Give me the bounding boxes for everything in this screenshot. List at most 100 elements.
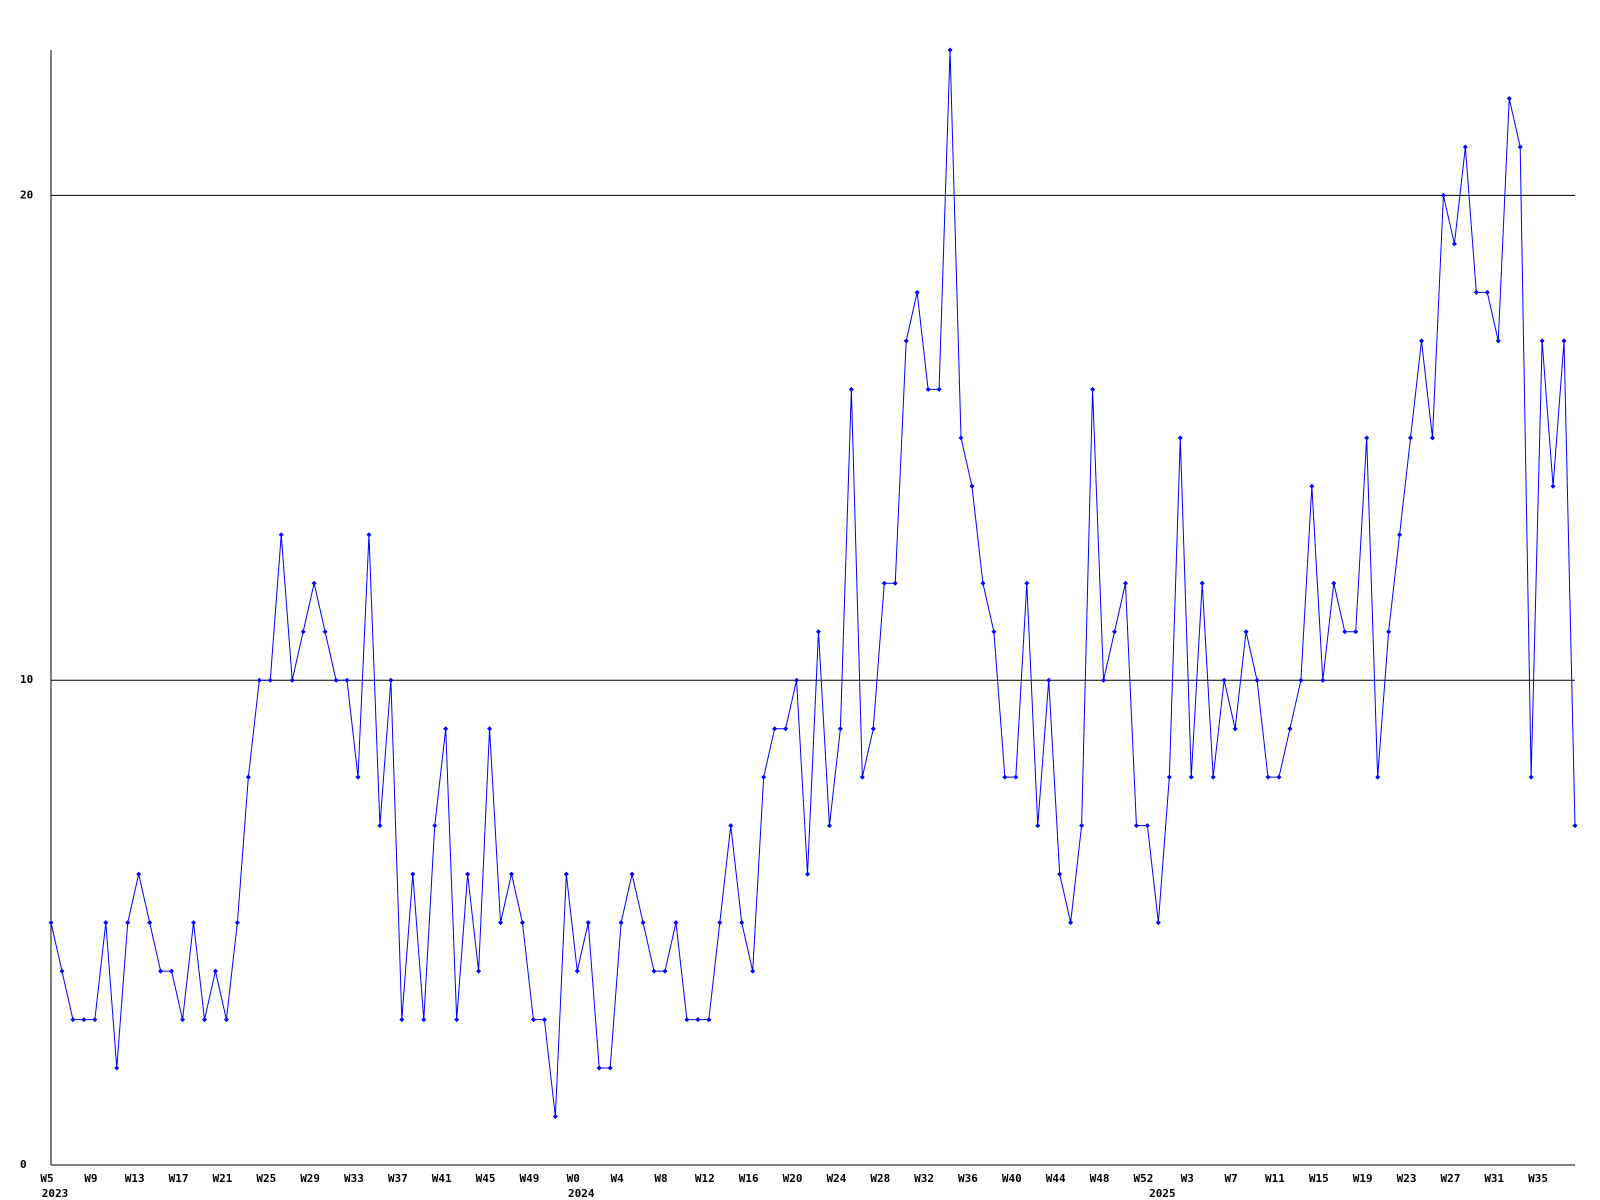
- data-point: [377, 823, 383, 829]
- data-point: [1265, 774, 1271, 780]
- data-point: [1199, 580, 1205, 586]
- data-point: [1254, 677, 1260, 683]
- data-point: [1166, 774, 1172, 780]
- x-tick-label: W13: [125, 1172, 145, 1185]
- x-tick-label: W36: [958, 1172, 978, 1185]
- data-point: [892, 580, 898, 586]
- data-point: [1057, 871, 1063, 877]
- data-point: [1155, 920, 1161, 926]
- x-tick-label: W49: [519, 1172, 539, 1185]
- data-point: [1397, 532, 1403, 538]
- x-tick-label: W7: [1224, 1172, 1237, 1185]
- data-point: [969, 483, 975, 489]
- data-point: [169, 968, 175, 974]
- data-point: [1122, 580, 1128, 586]
- data-point: [859, 774, 865, 780]
- x-tick-label: W11: [1265, 1172, 1285, 1185]
- data-point: [1539, 338, 1545, 344]
- data-point: [267, 677, 273, 683]
- x-tick-label: W16: [739, 1172, 759, 1185]
- x-tick-label: W5: [40, 1172, 53, 1185]
- data-point: [805, 871, 811, 877]
- data-point: [519, 920, 525, 926]
- data-point: [1210, 774, 1216, 780]
- data-point: [158, 968, 164, 974]
- data-point: [1243, 629, 1249, 635]
- x-tick-label: W25: [256, 1172, 276, 1185]
- data-point: [212, 968, 218, 974]
- data-point: [991, 629, 997, 635]
- data-point: [1550, 483, 1556, 489]
- data-point: [311, 580, 317, 586]
- data-point: [136, 871, 142, 877]
- data-point: [147, 920, 153, 926]
- data-point: [574, 968, 580, 974]
- data-point: [1298, 677, 1304, 683]
- data-point: [1484, 289, 1490, 295]
- data-point: [1177, 435, 1183, 441]
- data-point: [180, 1017, 186, 1023]
- x-tick-label: W20: [783, 1172, 803, 1185]
- data-point: [1133, 823, 1139, 829]
- x-tick-label: W12: [695, 1172, 715, 1185]
- data-point: [476, 968, 482, 974]
- data-point: [870, 726, 876, 732]
- data-point: [750, 968, 756, 974]
- data-point: [399, 1017, 405, 1023]
- data-point: [114, 1065, 120, 1071]
- data-point: [1090, 386, 1096, 392]
- year-label: 2023: [42, 1187, 69, 1200]
- data-point: [81, 1017, 87, 1023]
- data-point: [662, 968, 668, 974]
- data-point: [783, 726, 789, 732]
- data-point: [706, 1017, 712, 1023]
- data-point: [629, 871, 635, 877]
- data-point: [1517, 144, 1523, 150]
- x-tick-label: W27: [1440, 1172, 1460, 1185]
- data-point: [201, 1017, 207, 1023]
- data-point: [245, 774, 251, 780]
- y-tick-label: 0: [20, 1158, 27, 1171]
- data-point: [48, 920, 54, 926]
- data-point: [1101, 677, 1107, 683]
- x-tick-label: W24: [826, 1172, 846, 1185]
- data-point: [1386, 629, 1392, 635]
- x-tick-label: W32: [914, 1172, 934, 1185]
- data-point: [322, 629, 328, 635]
- data-point: [837, 726, 843, 732]
- data-point: [125, 920, 131, 926]
- data-point: [903, 338, 909, 344]
- data-point: [388, 677, 394, 683]
- x-tick-label: W21: [212, 1172, 232, 1185]
- x-tick-label: W33: [344, 1172, 364, 1185]
- data-point: [366, 532, 372, 538]
- data-point: [563, 871, 569, 877]
- data-point: [1364, 435, 1370, 441]
- data-point: [541, 1017, 547, 1023]
- data-point: [70, 1017, 76, 1023]
- data-point: [1473, 289, 1479, 295]
- x-tick-label: W41: [432, 1172, 452, 1185]
- data-point: [1408, 435, 1414, 441]
- data-point: [618, 920, 624, 926]
- x-tick-label: W29: [300, 1172, 320, 1185]
- data-point: [344, 677, 350, 683]
- data-point: [651, 968, 657, 974]
- data-point: [695, 1017, 701, 1023]
- data-point: [508, 871, 514, 877]
- x-tick-label: W19: [1353, 1172, 1373, 1185]
- data-point: [443, 726, 449, 732]
- x-tick-label: W0: [567, 1172, 580, 1185]
- data-point: [1462, 144, 1468, 150]
- data-point: [465, 871, 471, 877]
- data-point: [1506, 95, 1512, 101]
- data-point: [432, 823, 438, 829]
- x-tick-label: W3: [1181, 1172, 1194, 1185]
- data-point: [1002, 774, 1008, 780]
- data-point: [223, 1017, 229, 1023]
- data-point: [92, 1017, 98, 1023]
- data-point: [815, 629, 821, 635]
- x-tick-label: W17: [169, 1172, 189, 1185]
